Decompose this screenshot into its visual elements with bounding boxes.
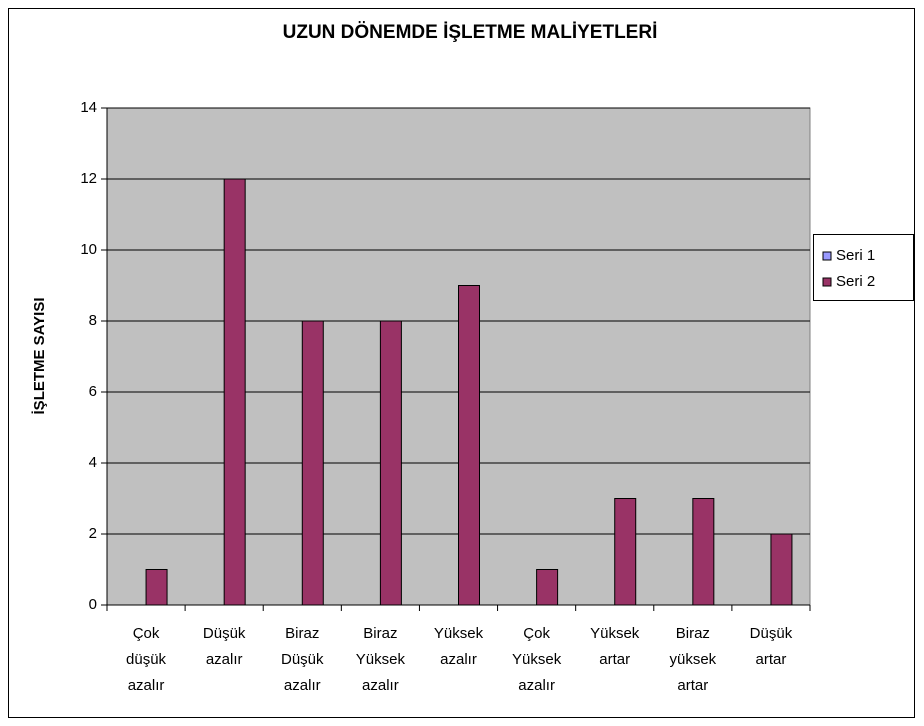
- y-axis-label: İŞLETME SAYISI: [31, 298, 48, 415]
- x-tick-label: Düşük artar: [750, 625, 793, 668]
- y-tick-label: 10: [80, 241, 97, 258]
- legend: [813, 234, 914, 301]
- bar: [536, 569, 559, 606]
- y-tick-label: 8: [89, 312, 97, 329]
- x-tick-label: Çok düşük azalır: [126, 625, 167, 694]
- y-tick-label: 0: [89, 596, 97, 613]
- bar: [692, 498, 715, 606]
- x-tick-label: Biraz Düşük azalır: [281, 625, 324, 694]
- x-tick-label: Biraz yüksek artar: [669, 625, 716, 694]
- y-tick-label: 12: [80, 170, 97, 187]
- legend-swatch: [822, 277, 832, 287]
- chart-title: UZUN DÖNEMDE İŞLETME MALİYETLERİ: [283, 22, 658, 43]
- bar: [223, 178, 246, 606]
- y-tick-label: 14: [80, 99, 97, 116]
- bar: [614, 498, 637, 606]
- bar: [301, 320, 324, 606]
- legend-swatch: [822, 251, 832, 261]
- x-tick-label: Biraz Yüksek azalır: [356, 625, 406, 694]
- bar: [770, 533, 793, 606]
- legend-label: Seri 1: [836, 247, 875, 264]
- x-tick-label: Çok Yüksek azalır: [512, 625, 562, 694]
- bar: [145, 569, 168, 606]
- bar: [379, 320, 402, 606]
- y-tick-label: 2: [89, 525, 97, 542]
- x-tick-label: Düşük azalır: [203, 625, 246, 668]
- y-tick-label: 4: [89, 454, 97, 471]
- x-tick-label: Yüksek azalır: [434, 625, 484, 668]
- legend-label: Seri 2: [836, 273, 875, 290]
- x-tick-label: Yüksek artar: [590, 625, 640, 668]
- bar: [458, 285, 480, 606]
- y-tick-label: 6: [89, 383, 97, 400]
